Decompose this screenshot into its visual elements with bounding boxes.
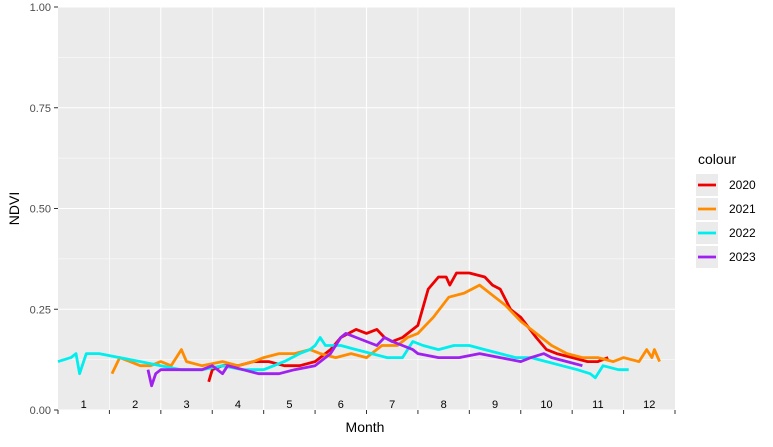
x-tick-label: 6 — [338, 399, 344, 411]
series-line-2021 — [110, 283, 661, 375]
y-axis-title: NDVI — [6, 192, 22, 225]
series-line-2020 — [207, 271, 609, 383]
x-tick-label: 4 — [235, 399, 241, 411]
x-tick-label: 7 — [389, 399, 395, 411]
x-tick-label: 12 — [643, 399, 655, 411]
x-tick-label: 9 — [492, 399, 498, 411]
x-tick-label: 5 — [286, 399, 292, 411]
y-tick-label: 1.00 — [30, 2, 51, 14]
legend-label-2022: 2022 — [729, 226, 756, 240]
x-tick-label: 11 — [592, 399, 603, 411]
y-tick-label: 0.00 — [30, 405, 51, 417]
legend-label-2023: 2023 — [729, 250, 756, 264]
x-axis: 1 2 3 4 5 6 7 8 9 10 11 12 — [57, 399, 676, 414]
series-lines — [57, 271, 661, 388]
y-tick-label: 0.50 — [30, 204, 51, 216]
x-tick-label: 2 — [132, 399, 138, 411]
legend-items: 2020 2021 2022 2023 — [696, 174, 756, 268]
x-tick-label: 10 — [540, 399, 552, 411]
y-tick-label: 0.75 — [30, 103, 51, 115]
y-axis: 0.00 0.25 0.50 0.75 1.00 — [30, 2, 58, 417]
legend-label-2021: 2021 — [729, 202, 756, 216]
legend-title: colour — [698, 151, 736, 167]
x-tick-label: 3 — [183, 399, 189, 411]
legend-label-2020: 2020 — [729, 178, 756, 192]
legend: colour 2020 2021 2022 2023 — [696, 151, 756, 268]
x-axis-title: Month — [346, 419, 385, 435]
series-line-2023 — [146, 332, 583, 388]
x-tick-label: 1 — [81, 399, 87, 411]
series-line-2022 — [57, 336, 629, 380]
x-tick-label: 8 — [441, 399, 447, 411]
y-tick-label: 0.25 — [30, 304, 51, 316]
